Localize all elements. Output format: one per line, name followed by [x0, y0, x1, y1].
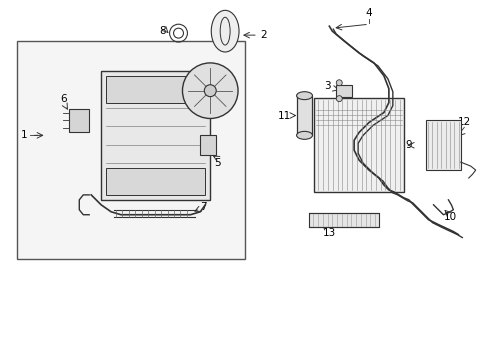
Text: 9: 9 — [405, 140, 411, 150]
Text: 12: 12 — [457, 117, 470, 127]
Text: 2: 2 — [260, 30, 266, 40]
Bar — [336, 85, 351, 96]
Text: 8: 8 — [159, 26, 165, 36]
Ellipse shape — [296, 131, 312, 139]
Circle shape — [204, 85, 216, 96]
Text: 6: 6 — [60, 94, 66, 104]
Text: 7: 7 — [200, 202, 206, 212]
Bar — [106, 168, 205, 195]
Text: 13: 13 — [322, 228, 335, 238]
Bar — [296, 96, 312, 135]
Bar — [17, 41, 244, 260]
Text: 11: 11 — [278, 111, 291, 121]
Bar — [425, 121, 460, 170]
Bar — [309, 213, 378, 227]
Text: 5: 5 — [213, 158, 220, 168]
Text: 4: 4 — [365, 8, 371, 18]
Text: 3: 3 — [324, 81, 330, 91]
Bar — [101, 71, 210, 200]
Text: 1: 1 — [20, 130, 27, 140]
Text: 10: 10 — [443, 212, 456, 222]
Bar — [314, 98, 403, 192]
Circle shape — [336, 96, 342, 102]
Circle shape — [182, 63, 238, 118]
Ellipse shape — [211, 10, 239, 52]
Bar — [106, 76, 205, 103]
Circle shape — [336, 80, 342, 86]
Bar — [200, 135, 216, 155]
Bar — [69, 109, 89, 132]
Ellipse shape — [296, 92, 312, 100]
